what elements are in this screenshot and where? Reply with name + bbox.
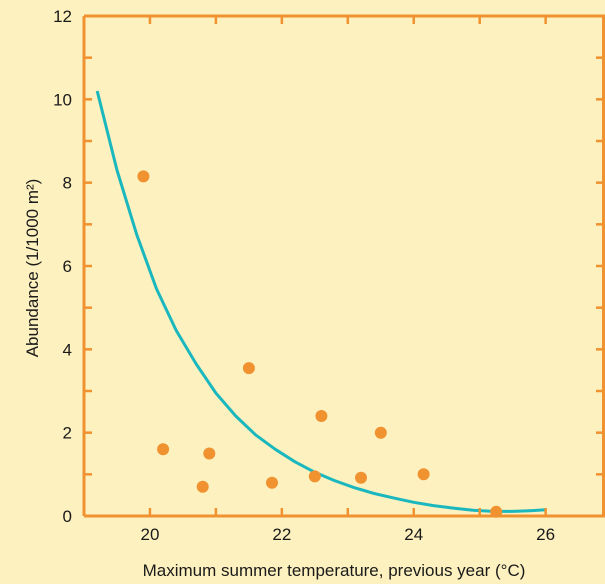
x-tick-label: 20 [140, 525, 159, 544]
y-tick-label: 12 [53, 7, 72, 26]
y-tick-label: 4 [63, 340, 72, 359]
y-tick-label: 0 [63, 507, 72, 526]
data-point [355, 471, 367, 484]
x-tick-label: 26 [536, 525, 555, 544]
y-tick-label: 6 [63, 257, 72, 276]
y-tick-label: 8 [63, 174, 72, 193]
data-point [490, 505, 503, 518]
data-points [137, 170, 503, 518]
data-point [417, 468, 430, 481]
data-point [137, 170, 150, 183]
data-point [203, 447, 216, 460]
x-tick-label: 24 [404, 525, 423, 544]
x-axis-label: Maximum summer temperature, previous yea… [143, 561, 526, 580]
plot-frame [82, 14, 605, 518]
data-point [266, 476, 278, 489]
x-tick-label: 22 [272, 525, 291, 544]
fit-curve [95, 90, 546, 513]
data-point [308, 470, 321, 483]
data-point [315, 410, 328, 422]
data-point [242, 362, 255, 375]
y-tick-label: 2 [63, 424, 72, 443]
fit-curve-layer [95, 90, 546, 513]
data-point [374, 426, 387, 439]
y-axis-label: Abundance (1/1000 m²) [23, 179, 42, 358]
data-point [157, 443, 170, 456]
y-tick-label: 10 [53, 90, 72, 109]
data-point [196, 480, 209, 493]
